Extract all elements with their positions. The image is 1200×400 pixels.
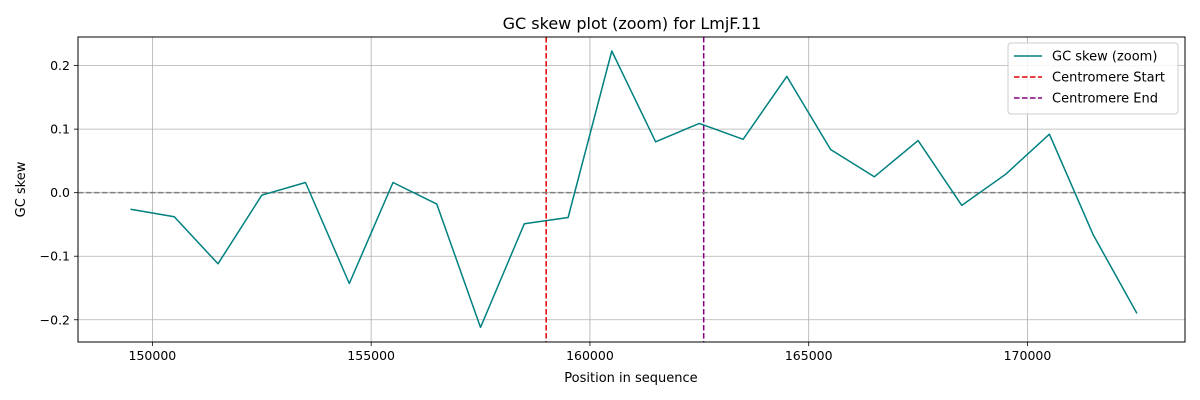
data-point [392,182,394,184]
legend-label-centromere-start: Centromere Start [1052,71,1165,86]
y-axis-label: GC skew [14,161,29,217]
y-tick-label: 0.0 [50,185,70,200]
legend-box [1007,42,1179,115]
data-point [1092,234,1094,236]
x-axis-ticks: 150000 155000 160000 165000 170000 [129,342,1052,363]
reference-lines [78,37,1185,342]
chart-title: GC skew plot (zoom) for LmjF.11 [503,14,762,33]
y-axis-ticks: −0.2 −0.1 0.0 0.1 0.2 [40,58,78,327]
y-tick-label: 0.2 [50,58,70,73]
x-axis-label: Position in sequence [564,371,697,386]
plot-frame [77,36,1186,343]
data-point [1005,173,1007,175]
x-tick-label: 170000 [1004,348,1052,363]
data-point [173,216,175,218]
series-layer [130,50,1138,329]
data-point [130,208,132,210]
x-tick-label: 165000 [785,348,833,363]
data-point [786,75,788,77]
data-point [917,140,919,142]
legend: GC skew (zoom) Centromere Start Centrome… [1007,42,1179,115]
data-point [523,223,525,225]
y-tick-label: 0.1 [50,122,70,137]
data-point [480,326,482,328]
data-point [611,50,613,52]
data-point [567,217,569,219]
x-tick-label: 155000 [347,348,395,363]
data-point [873,176,875,178]
data-point [1048,133,1050,135]
y-tick-label: −0.2 [40,312,70,327]
data-point [830,149,832,151]
data-point [1136,313,1138,315]
data-point [698,123,700,125]
data-point [436,203,438,205]
y-tick-label: −0.1 [40,249,70,264]
x-tick-label: 150000 [129,348,177,363]
legend-label-gc-skew: GC skew (zoom) [1052,50,1157,65]
data-point [348,283,350,285]
x-tick-label: 160000 [566,348,614,363]
data-point [961,204,963,206]
data-point [742,138,744,140]
gc-skew-series-line [130,50,1138,329]
data-point [305,182,307,184]
legend-label-centromere-end: Centromere End [1052,92,1158,107]
data-point [261,194,263,196]
data-point [655,141,657,143]
data-point [217,263,219,265]
